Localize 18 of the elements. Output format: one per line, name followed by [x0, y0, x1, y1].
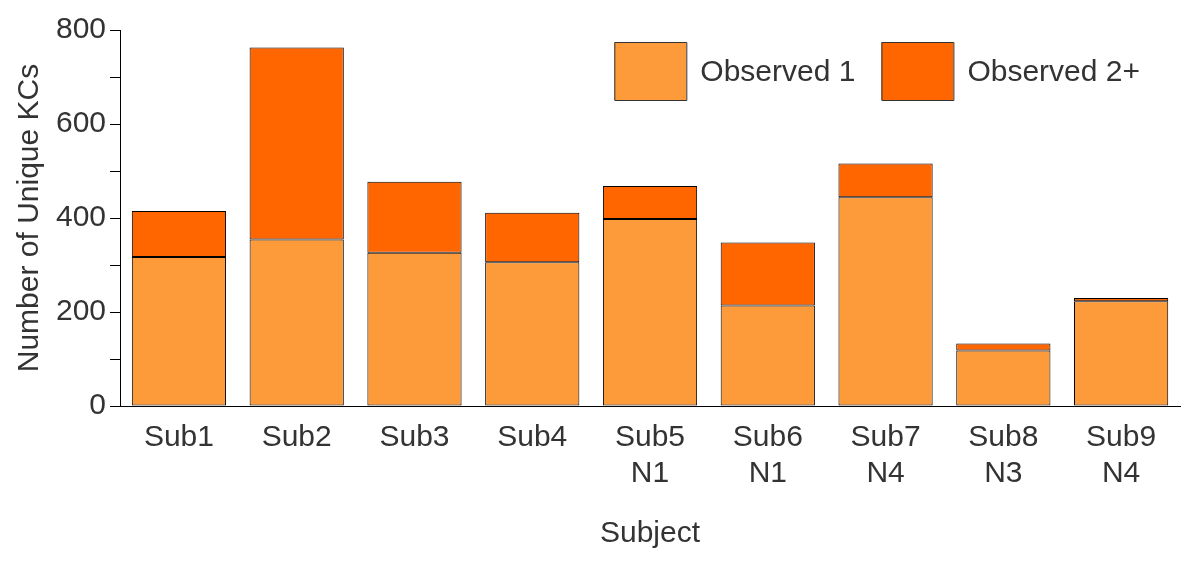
x-tick-label: Sub9 N4: [1086, 419, 1157, 489]
y-tick-label: 800: [55, 11, 107, 45]
y-tick-label: 200: [55, 293, 107, 327]
x-tick-label: Sub2: [261, 419, 332, 453]
y-tick-label: 0: [89, 387, 107, 421]
y-tick-label: 600: [55, 105, 107, 139]
x-tick-label: Sub6 N1: [732, 419, 803, 489]
x-tick-label: Sub7 N4: [850, 419, 921, 489]
x-axis-title: Subject: [599, 515, 701, 549]
x-tick-label: Sub3: [379, 419, 450, 453]
x-tick-label: Sub1: [143, 419, 214, 453]
x-tick-label: Sub5 N1: [614, 419, 686, 489]
y-tick-label: 400: [55, 199, 107, 233]
x-tick-label: Sub8 N3: [968, 419, 1039, 489]
x-tick-label: Sub4: [497, 419, 568, 453]
legend-label: Observed 2+: [967, 54, 1141, 88]
y-axis-title: Number of Unique KCs: [11, 63, 45, 373]
legend-label: Observed 1: [700, 54, 856, 88]
